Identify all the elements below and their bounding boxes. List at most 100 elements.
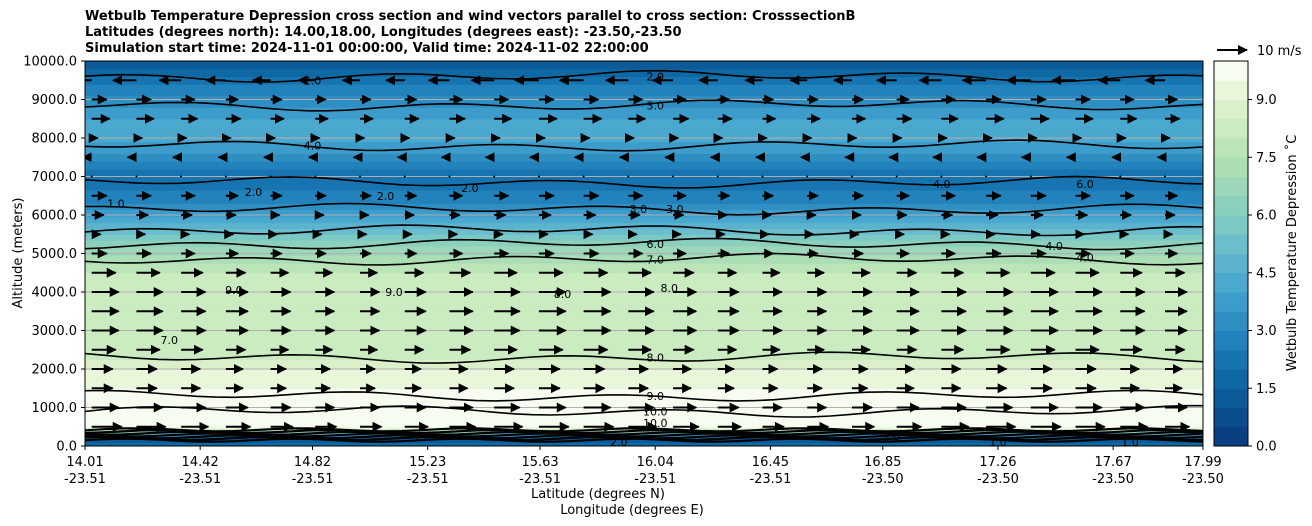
field-band — [85, 336, 1203, 339]
chart-title-line-1: Wetbulb Temperature Depression cross sec… — [85, 9, 856, 24]
field-band — [85, 78, 1203, 81]
field-band — [85, 399, 1203, 403]
contour-label: 3.0 — [630, 203, 648, 216]
field-band — [85, 305, 1203, 308]
field-band — [85, 357, 1203, 360]
colorbar-label: Wetbulb Temperature Depression ˚C — [1284, 135, 1300, 372]
field-band — [85, 303, 1203, 307]
field-band — [85, 263, 1203, 266]
field-band — [85, 286, 1203, 289]
y-tick-label: 8000.0 — [32, 132, 78, 147]
field-band — [85, 293, 1203, 297]
field-band — [85, 234, 1203, 237]
field-band — [85, 401, 1203, 405]
field-band — [85, 338, 1203, 341]
field-band — [85, 82, 1203, 85]
contour-label: 4.0 — [1076, 251, 1094, 264]
field-band — [85, 226, 1203, 230]
field-band — [85, 91, 1203, 95]
field-band — [85, 430, 1203, 434]
field-band — [85, 395, 1203, 399]
field-band — [85, 313, 1203, 316]
field-band — [85, 205, 1203, 208]
field-band — [85, 322, 1203, 326]
field-band — [85, 407, 1203, 411]
field-band — [85, 89, 1203, 93]
field-band — [85, 80, 1203, 83]
wind-vectors — [85, 75, 1191, 432]
field-band — [85, 284, 1203, 287]
field-band — [85, 180, 1203, 183]
field-band — [85, 138, 1203, 141]
contour-lines — [85, 69, 1203, 443]
field-band — [85, 311, 1203, 314]
field-band — [85, 176, 1203, 180]
y-tick-label: 2000.0 — [32, 363, 78, 378]
field-band — [85, 440, 1203, 443]
field-band — [85, 288, 1203, 291]
wind-vector — [493, 175, 496, 178]
contour-line — [85, 389, 1203, 402]
y-tick-label: 6000.0 — [32, 209, 78, 224]
field-band — [85, 172, 1203, 176]
field-band — [85, 74, 1203, 77]
field-band — [85, 101, 1203, 104]
field-band — [85, 68, 1203, 72]
field-band — [85, 87, 1203, 91]
colorbar-swatch — [1214, 61, 1248, 81]
colorbar-swatch — [1214, 253, 1248, 274]
field-band — [85, 136, 1203, 139]
x-tick-label-latitude: 16.45 — [752, 455, 789, 470]
field-band — [85, 415, 1203, 418]
x-tick-label-latitude: 17.26 — [979, 455, 1016, 470]
field-band — [85, 215, 1203, 218]
contour-line — [85, 351, 1203, 364]
y-tick-label: 9000.0 — [32, 93, 78, 108]
field-band — [85, 155, 1203, 158]
field-band — [85, 64, 1203, 68]
field-band — [85, 265, 1203, 268]
contour-line — [85, 252, 1203, 266]
contour-label: 2.0 — [245, 186, 263, 199]
contour-label: 7.0 — [646, 253, 664, 266]
field-band — [85, 413, 1203, 416]
field-band — [85, 130, 1203, 133]
field-band — [85, 197, 1203, 201]
field-band — [85, 161, 1203, 164]
surface-contour-line — [85, 427, 1203, 433]
contour-line — [85, 202, 1203, 216]
field-band — [85, 353, 1203, 357]
contour-label: 8.0 — [661, 282, 679, 295]
contour-label: 8.0 — [554, 288, 572, 301]
field-band — [85, 442, 1203, 445]
field-band — [85, 147, 1203, 151]
contour-label: 10.0 — [643, 417, 668, 430]
contour-line — [85, 99, 1203, 112]
field-band — [85, 257, 1203, 260]
field-band — [85, 392, 1203, 395]
x-tick-label-longitude: -23.50 — [1182, 472, 1224, 487]
colorbar-swatch — [1214, 118, 1248, 139]
wind-vector — [90, 175, 93, 178]
x-tick-label-longitude: -23.50 — [977, 472, 1019, 487]
field-band — [85, 292, 1203, 295]
field-band — [85, 163, 1203, 166]
field-band — [85, 111, 1203, 114]
colorbar-swatch — [1214, 157, 1248, 177]
y-axis-label: Altitude (meters) — [11, 198, 26, 309]
y-axis: 0.0 1000.0 2000.0 3000.0 4000.0 5000.0 6000.0 7… — [23, 55, 85, 455]
field-band — [85, 282, 1203, 285]
field-band — [85, 109, 1203, 112]
y-tick-label: 0.0 — [56, 440, 77, 455]
field-band — [85, 232, 1203, 235]
contour-line — [85, 404, 1203, 418]
field-band — [85, 359, 1203, 362]
field-band — [85, 191, 1203, 195]
field-band — [85, 240, 1203, 243]
field-band — [85, 261, 1203, 264]
field-band — [85, 72, 1203, 76]
wind-vector — [359, 175, 362, 178]
contour-label: 1.0 — [413, 430, 431, 443]
field-band — [85, 174, 1203, 178]
field-band — [85, 157, 1203, 160]
